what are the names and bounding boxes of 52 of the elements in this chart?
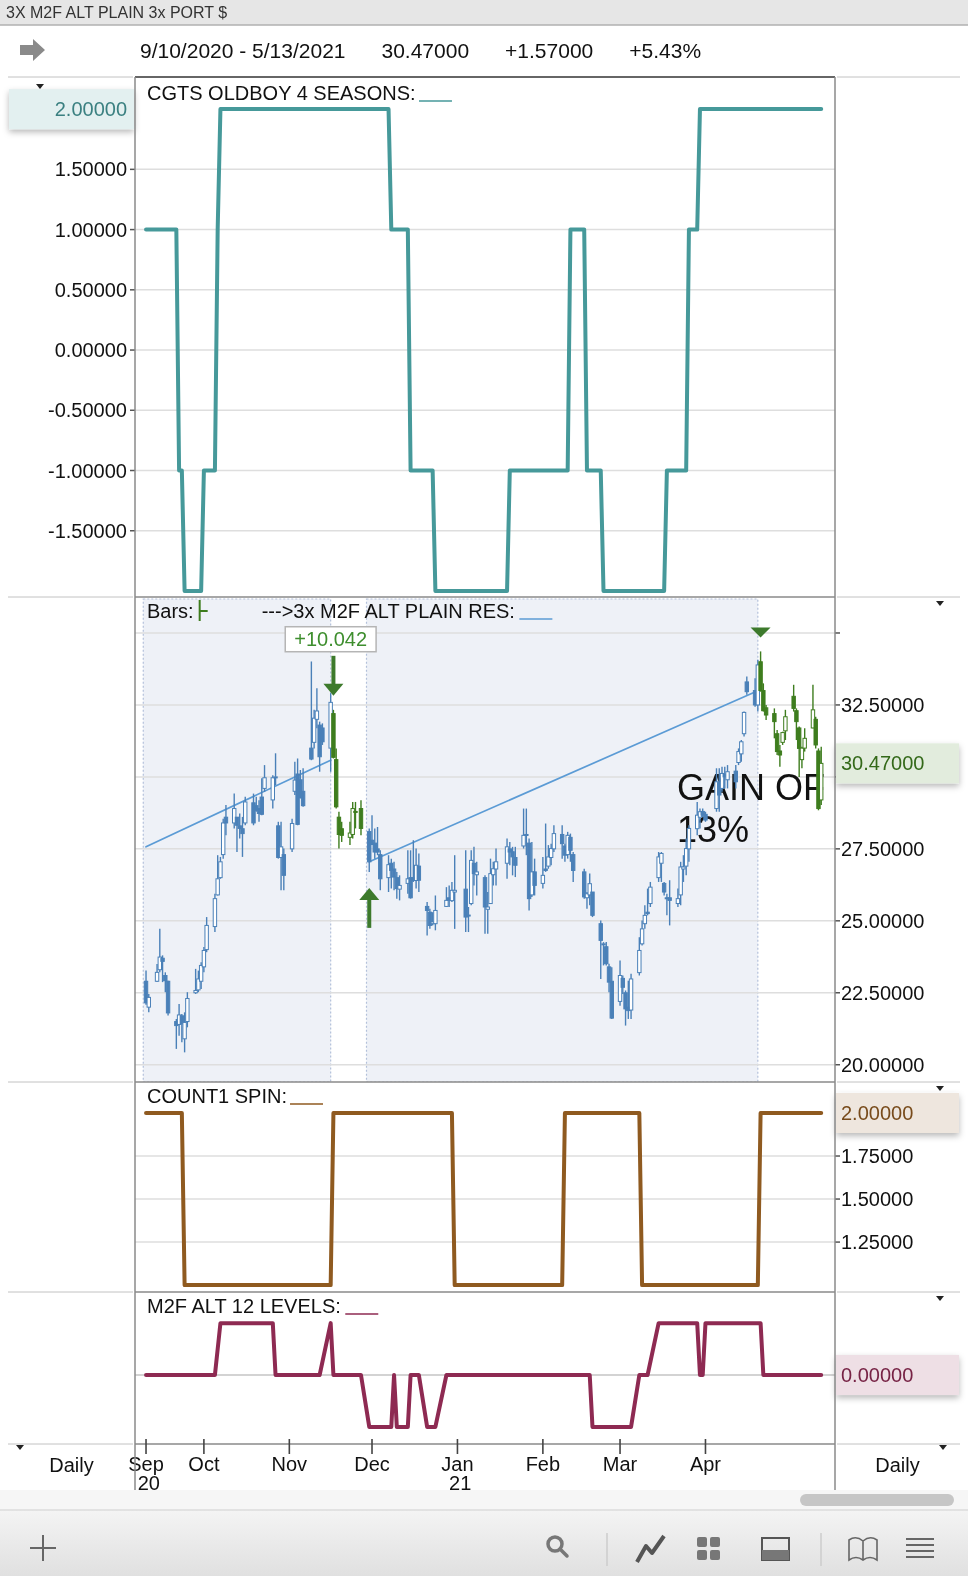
legend-label: COUNT1 SPIN: — [147, 1085, 288, 1107]
y-tick-label: 1.50000 — [841, 1188, 914, 1211]
x-tick-label: Mar — [602, 1453, 638, 1475]
legend-label: --->3x M2F ALT PLAIN RES: — [261, 600, 515, 622]
text: 9/10/2020 - 5/13/2021 — [140, 39, 346, 62]
y-tick-label: 32.50000 — [841, 693, 925, 716]
y-tick-label: 27.50000 — [841, 837, 925, 860]
candlestick — [424, 901, 430, 937]
y-tick-label: 1.00000 — [54, 218, 127, 241]
y-tick-label: 0.00000 — [54, 339, 127, 362]
text: Daily — [875, 1454, 920, 1476]
annotation: +10.042 — [294, 627, 368, 650]
text: 2.00000 — [841, 1101, 914, 1124]
candlestick — [659, 851, 664, 883]
y-tick-label: 20.00000 — [841, 1053, 925, 1076]
x-tick-label: Dec — [354, 1453, 390, 1475]
y-tick-label: 25.00000 — [841, 909, 925, 932]
text: 30.47000 — [841, 752, 925, 775]
y-tick-label: -1.50000 — [48, 519, 127, 542]
text: +5.43% — [629, 39, 702, 62]
legend-label: CGTS OLDBOY 4 SEASONS: — [147, 82, 416, 104]
candlestick — [656, 851, 661, 883]
candlestick — [262, 764, 267, 793]
x-tick-label: Apr — [689, 1453, 722, 1475]
candlestick — [744, 675, 750, 696]
y-tick-label: -0.50000 — [48, 399, 127, 422]
candlestick — [397, 874, 402, 902]
x-tick-label: Feb — [525, 1453, 561, 1475]
y-tick-label: 1.50000 — [54, 158, 127, 181]
candlestick — [452, 854, 457, 930]
text: Daily — [49, 1454, 94, 1476]
text: 2.00000 — [54, 98, 127, 121]
x-tick-label: Sep 20 — [128, 1453, 164, 1494]
y-tick-label: 1.75000 — [841, 1145, 914, 1168]
candlestick — [783, 709, 788, 741]
chart-title: 3X M2F ALT PLAIN 3x PORT $ — [6, 4, 228, 21]
candlestick — [739, 739, 744, 763]
x-tick-label: Nov — [271, 1453, 308, 1475]
x-tick-label: Jan 21 — [441, 1453, 474, 1494]
text: +1.57000 — [505, 39, 594, 62]
y-tick-label: 22.50000 — [841, 981, 925, 1004]
line-series — [144, 107, 824, 593]
legend-label: M2F ALT 12 LEVELS: — [147, 1295, 341, 1317]
y-tick-label: 1.25000 — [841, 1231, 914, 1254]
x-tick-label: Oct — [188, 1453, 220, 1475]
text: 30.47000 — [381, 39, 470, 62]
y-tick-label: -1.00000 — [48, 459, 127, 482]
candlestick — [416, 852, 422, 893]
y-tick-label: 0.50000 — [54, 278, 127, 301]
candlestick — [741, 710, 747, 738]
legend-label: Bars: — [147, 600, 194, 622]
candlestick — [667, 879, 672, 927]
